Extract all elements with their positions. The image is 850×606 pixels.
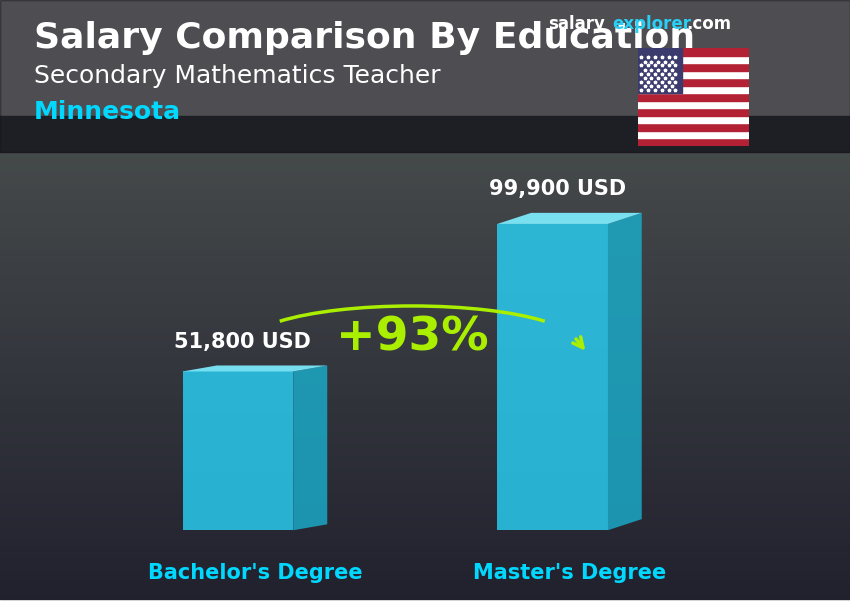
Text: Bachelor's Degree: Bachelor's Degree [148, 563, 362, 583]
Text: 99,900 USD: 99,900 USD [489, 179, 626, 199]
Polygon shape [183, 365, 327, 371]
Text: Secondary Mathematics Teacher: Secondary Mathematics Teacher [34, 64, 440, 88]
Text: Master's Degree: Master's Degree [473, 563, 666, 583]
Polygon shape [608, 213, 642, 530]
Polygon shape [497, 213, 642, 224]
Text: .com: .com [686, 15, 731, 33]
Text: Salary Comparison By Education: Salary Comparison By Education [34, 21, 695, 55]
Text: explorer: explorer [612, 15, 691, 33]
Text: 51,800 USD: 51,800 USD [174, 332, 311, 352]
Polygon shape [183, 371, 293, 530]
Polygon shape [497, 224, 608, 530]
Text: +93%: +93% [336, 316, 489, 361]
Text: salary: salary [548, 15, 605, 33]
Text: Minnesota: Minnesota [34, 100, 181, 124]
Polygon shape [293, 365, 327, 530]
